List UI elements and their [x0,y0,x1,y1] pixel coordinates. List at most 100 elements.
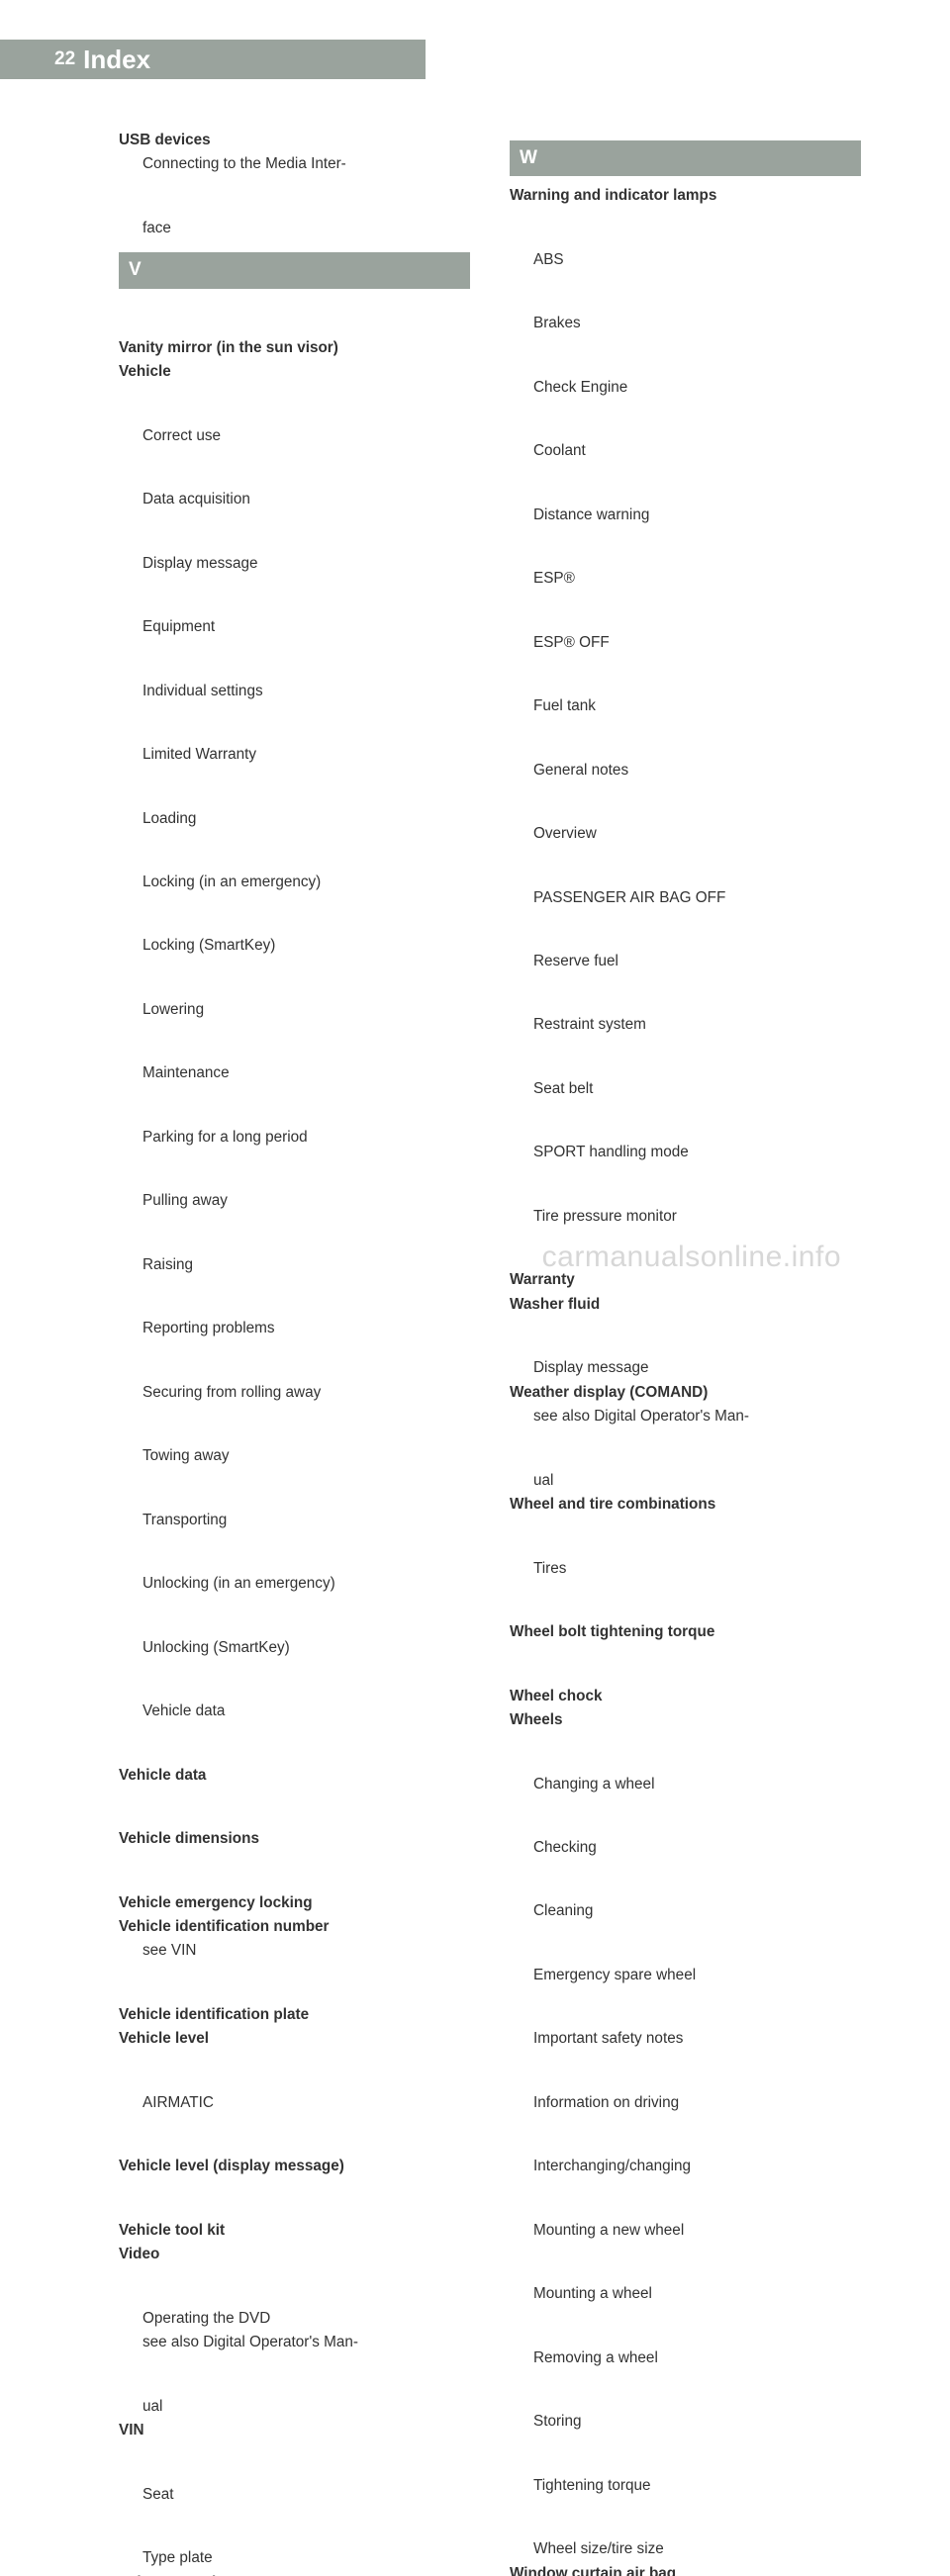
index-subentry: Fuel tank232 [510,655,861,718]
index-subentry: Seat belt227 [510,1038,861,1101]
page-ref: 228 [585,272,950,335]
index-subentry: Reserve fuel232 [510,910,861,973]
entry-label: Video [119,2243,159,2266]
entry-label: Washer fluid [510,1293,600,1317]
index-subentry: Checking292 [510,1796,861,1860]
index-heading: Weather display (COMAND) [510,1381,861,1405]
index-heading: Video [119,2243,470,2266]
index-subentry: Emergency spare wheel317 [510,1924,861,1987]
entry-label: Interchanging/changing [533,2155,691,2178]
index-heading: Voice Control System [119,2571,470,2576]
page-ref: 292 [683,2052,950,2115]
entry-label: ESP® OFF [533,631,610,655]
index-subentry: Important safety notes292 [510,1987,861,2051]
entry-label: Check Engine [533,376,627,400]
index-subentry: PASSENGER AIR BAG OFF42 [510,847,861,910]
index-subentry: Equipment26 [119,576,470,639]
index-heading: Vehicle identification number [119,1915,470,1939]
index-subentry: Unlocking (in an emergency)83 [119,1532,470,1596]
index-subentry: Raising313 [119,1214,470,1277]
page-ref: 229 [568,209,950,272]
entry-label: Unlocking (in an emergency) [142,1572,335,1596]
index-subentry: General notes226 [510,719,861,782]
entry-label: ual [533,1469,553,1493]
entry-label: Reserve fuel [533,950,618,973]
entry-label: ABS [533,248,564,272]
index-heading: Window curtain air bag [510,2562,861,2576]
entry-label: Overview [533,822,597,846]
entry-label: Window curtain air bag [510,2562,676,2576]
index-subentry: Brakes228 [510,272,861,335]
entry-label: Tires [533,1557,566,1581]
page-ref: 42 [729,847,950,910]
index-subentry: Interchanging/changing312 [510,2115,861,2178]
entry-label: Transporting [142,1509,227,1532]
entry-label: Warning and indicator lamps [510,184,716,208]
entry-label: Vehicle tool kit [119,2219,225,2243]
index-subentry: Overview34 [510,782,861,846]
index-subentry: face241 [119,177,470,240]
index-subentry: Correct use29 [119,385,470,448]
entry-label: Wheel size/tire size [533,2537,664,2561]
index-heading: Warning and indicator lamps [510,184,861,208]
entry-label: Distance warning [533,504,649,527]
entry-label: Important safety notes [533,2027,683,2051]
entry-label: Limited Warranty [142,743,256,767]
index-subentry: Distance warning234 [510,464,861,527]
index-subentry: Wheel size/tire size317 [510,2498,861,2561]
index-entry: Vehicle data328 [119,1724,470,1788]
page-ref: 236 [557,1429,950,1493]
entry-label: Display message [533,1356,648,1380]
entry-label: Emergency spare wheel [533,1964,696,1987]
entry-label: Wheel and tire combinations [510,1493,715,1517]
entry-label: Brakes [533,312,581,335]
entry-label: Coolant [533,439,586,463]
index-subentry: SPORT handling mode231 [510,1101,861,1164]
page-ref: 235 [681,1165,950,1229]
entry-label: ual [142,2395,162,2419]
index-subentry: Pulling away125 [119,1150,470,1213]
index-heading: Washer fluid [510,1293,861,1317]
index-subentry: Cleaning273 [510,1860,861,1923]
entry-label: Tightening torque [533,2474,651,2498]
index-subentry: ESP®229 [510,527,861,591]
left-column: USB devicesConnecting to the Media Inter… [119,129,470,2576]
index-heading: Vehicle [119,360,470,384]
entry-label: Changing a wheel [533,1773,654,1796]
index-subentry: Locking (SmartKey)76 [119,894,470,958]
entry-label: Vehicle [119,360,171,384]
index-subentry: Loading302 [119,768,470,831]
page-ref: 232 [631,336,950,400]
entry-label: Restraint system [533,1013,646,1037]
page-ref: 231 [693,1101,950,1164]
page-ref: 292 [601,1796,950,1860]
page-ref: 232 [600,655,950,718]
page-ref: 232 [622,910,950,973]
page-ref: 313 [585,2370,950,2434]
entry-label: Wheel bolt tightening torque [510,1620,714,1644]
entry-label: Vehicle identification plate [119,2003,309,2027]
index-subentry: Operating the DVD193 [119,2267,470,2331]
entry-label: Securing from rolling away [142,1381,321,1405]
page-ref: 225 [652,1317,950,1380]
entry-label: Wheel chock [510,1685,603,1708]
entry-label: Tire pressure monitor [533,1205,677,1229]
entry-label: Parking for a long period [142,1126,308,1150]
page-ref: 317 [570,1518,950,1581]
index-subentry: Removing a wheel315 [510,2307,861,2370]
entry-label: Locking (SmartKey) [142,934,275,958]
page-ref: 312 [695,2115,950,2178]
page-ref: 231 [650,973,950,1037]
index-subentry: Connecting to the Media Inter- [119,152,470,176]
entry-label: Operating the DVD [142,2307,270,2331]
entry-label: Vanity mirror (in the sun visor) [119,336,338,360]
entry-label: Mounting a new wheel [533,2219,684,2243]
index-entry: Wheel chock313 [510,1645,861,1708]
page-ref: 317 [700,1924,950,1987]
entry-label: Loading [142,807,196,831]
page-ref: 273 [597,1860,950,1923]
entry-label: AIRMATIC [142,2091,214,2115]
entry-label: Vehicle dimensions [119,1827,259,1851]
entry-label: Mounting a wheel [533,2282,652,2306]
index-cross-ref: see VIN [119,1939,470,1963]
